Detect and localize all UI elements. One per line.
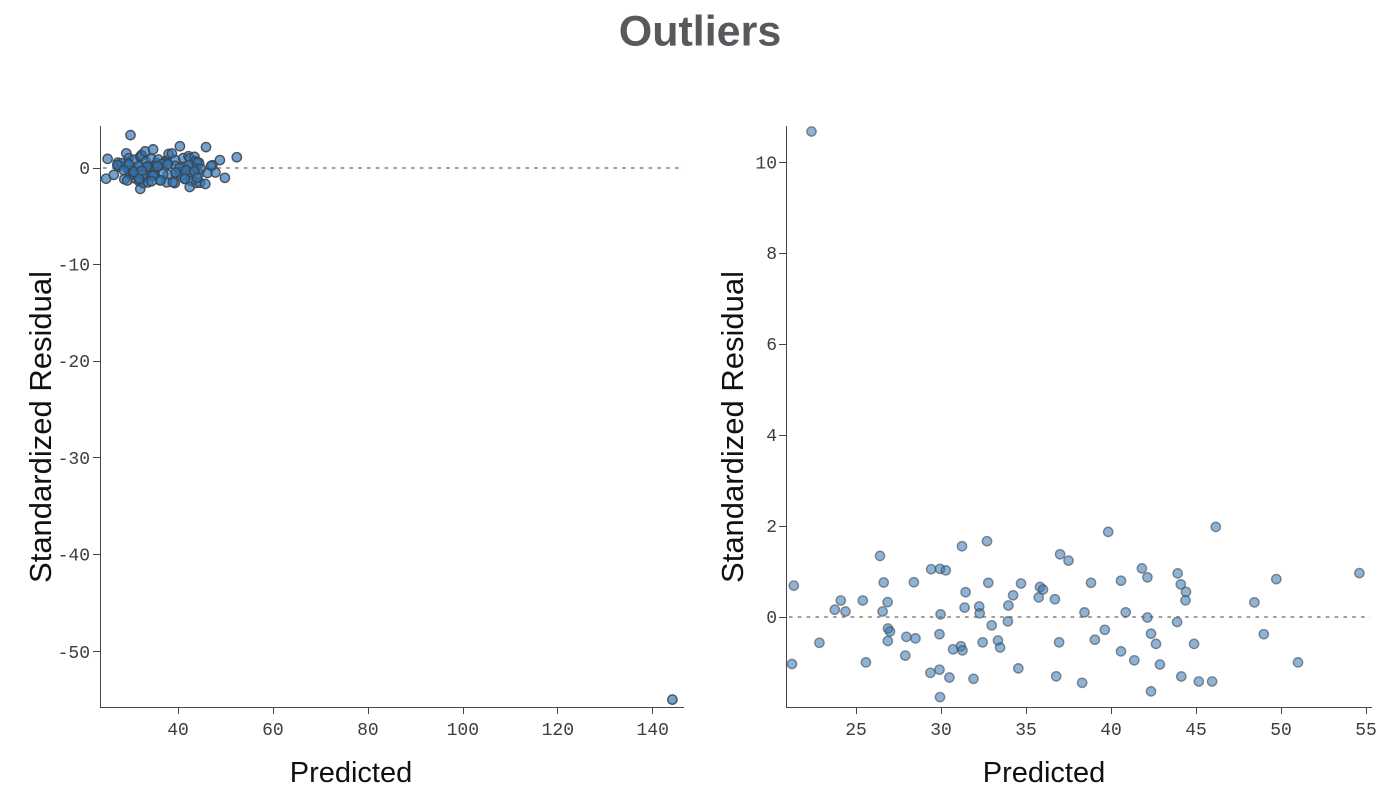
svg-text:40: 40 bbox=[167, 721, 189, 741]
svg-text:0: 0 bbox=[766, 609, 777, 629]
svg-text:-30: -30 bbox=[58, 450, 90, 470]
svg-text:-20: -20 bbox=[58, 353, 90, 373]
svg-text:6: 6 bbox=[766, 336, 777, 356]
svg-text:4: 4 bbox=[766, 427, 777, 447]
svg-text:-50: -50 bbox=[58, 644, 90, 664]
svg-text:30: 30 bbox=[930, 721, 952, 741]
svg-text:60: 60 bbox=[262, 721, 284, 741]
svg-text:50: 50 bbox=[1270, 721, 1292, 741]
svg-text:0: 0 bbox=[79, 160, 90, 180]
svg-text:8: 8 bbox=[766, 245, 777, 265]
svg-text:Predicted: Predicted bbox=[983, 757, 1106, 789]
svg-text:25: 25 bbox=[845, 721, 867, 741]
svg-text:40: 40 bbox=[1100, 721, 1122, 741]
svg-text:10: 10 bbox=[755, 154, 777, 174]
svg-text:55: 55 bbox=[1355, 721, 1377, 741]
svg-text:45: 45 bbox=[1185, 721, 1207, 741]
svg-text:80: 80 bbox=[357, 721, 379, 741]
svg-text:100: 100 bbox=[447, 721, 479, 741]
svg-text:35: 35 bbox=[1015, 721, 1037, 741]
svg-text:Predicted: Predicted bbox=[290, 757, 413, 789]
svg-text:2: 2 bbox=[766, 518, 777, 538]
svg-text:120: 120 bbox=[542, 721, 574, 741]
svg-text:Standardized Residual: Standardized Residual bbox=[715, 271, 750, 583]
svg-text:Standardized Residual: Standardized Residual bbox=[23, 271, 58, 583]
svg-text:140: 140 bbox=[636, 721, 668, 741]
svg-text:Outliers: Outliers bbox=[619, 8, 782, 56]
svg-text:-40: -40 bbox=[58, 546, 90, 566]
svg-text:-10: -10 bbox=[58, 257, 90, 277]
